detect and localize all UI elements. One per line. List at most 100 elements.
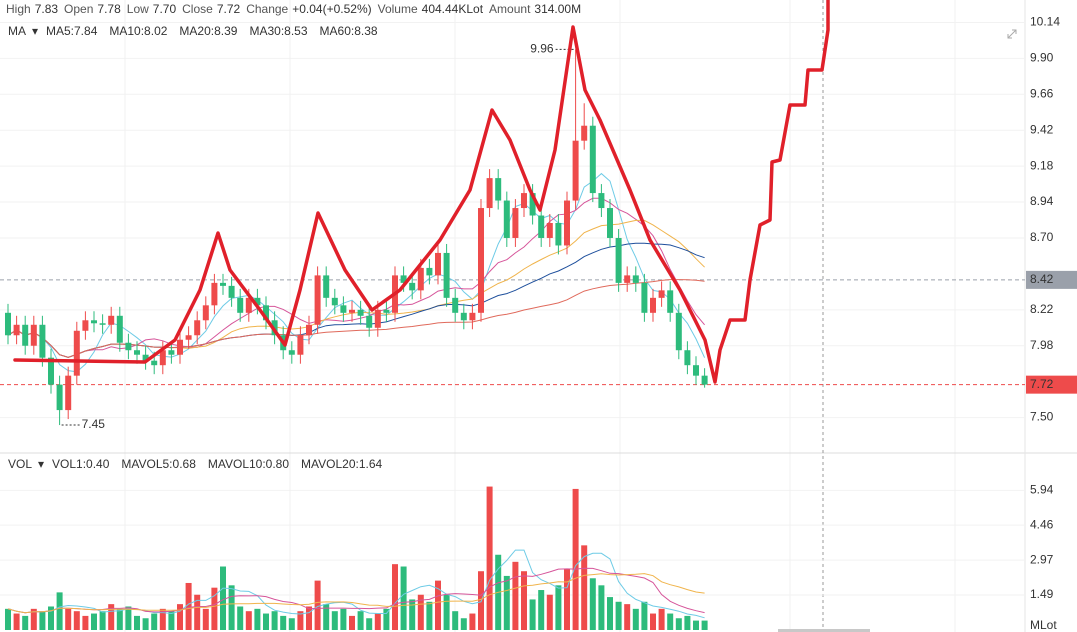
volume-bar <box>306 606 312 630</box>
candle-body <box>701 375 708 385</box>
candle-body <box>667 290 674 313</box>
expand-icon[interactable] <box>1007 29 1017 39</box>
candle-body <box>13 324 20 336</box>
annotation-label: 7.45 <box>82 417 106 431</box>
y-tick-label: 9.42 <box>1030 122 1054 136</box>
volume-bar <box>73 611 80 630</box>
candle-body <box>73 330 80 376</box>
y-tick-label: 9.90 <box>1030 51 1054 65</box>
legend-title: MA <box>8 24 26 38</box>
volume-bar <box>39 611 46 630</box>
hand-drawn-annotation <box>13 0 830 384</box>
ma-line <box>7 573 705 614</box>
candle-body <box>288 350 295 355</box>
candle-body <box>323 275 330 298</box>
candle-body <box>589 125 596 194</box>
volume-bar <box>357 611 364 630</box>
volume-bar <box>443 594 450 630</box>
ma-line <box>7 567 705 614</box>
volume-bar <box>409 599 416 630</box>
volume-bar <box>529 599 536 630</box>
candle-body <box>684 350 691 366</box>
legend-title: VOL <box>8 457 32 471</box>
annotation-label: 9.96 <box>530 42 554 56</box>
expand-glyph <box>1007 29 1017 39</box>
candle-body <box>108 315 115 325</box>
legend-item: MA5:7.84 <box>46 24 98 38</box>
volume-bar <box>538 590 545 630</box>
volume-bar <box>245 611 252 630</box>
y-tick-label: 1.49 <box>1030 587 1054 601</box>
legend-item: MA60:8.38 <box>320 24 378 38</box>
volume-bar <box>323 604 330 630</box>
candle-body <box>478 208 484 313</box>
candle-body <box>693 365 699 376</box>
volume-bar <box>314 580 321 630</box>
scrollbar[interactable] <box>778 629 870 632</box>
volume-bar <box>546 594 553 630</box>
candle-body <box>349 309 355 313</box>
candle-body <box>512 208 519 238</box>
unit-label: MLot <box>1030 618 1057 632</box>
volume-bar <box>667 613 674 630</box>
ma-line <box>7 197 705 358</box>
candle-body <box>486 178 493 209</box>
candle-body <box>469 312 476 321</box>
volume-bar <box>263 613 269 630</box>
candle-body <box>529 193 536 216</box>
candle-body <box>48 357 54 385</box>
volume-bar <box>228 585 235 630</box>
volume-bar <box>340 608 347 630</box>
volume-bar <box>168 611 175 630</box>
volume-bar <box>99 611 106 630</box>
candle-body <box>211 282 218 306</box>
volume-bar <box>564 568 570 630</box>
candle-body <box>400 275 407 283</box>
ma-line <box>7 279 705 358</box>
header-value: 7.78 <box>97 2 121 16</box>
volume-bar <box>452 611 459 630</box>
header-value: 7.83 <box>35 2 59 16</box>
volume-bar <box>56 592 63 630</box>
candle-body <box>159 350 166 366</box>
volume-bar <box>383 608 390 630</box>
candle-body <box>615 237 622 283</box>
candle-body <box>409 282 416 291</box>
volume-bar <box>297 611 304 630</box>
candle-body <box>30 324 37 346</box>
candle-body <box>228 285 235 298</box>
volume-bar <box>280 615 287 630</box>
legend-item: MAVOL5:0.68 <box>121 457 196 471</box>
candle-body <box>460 312 467 321</box>
candle-body <box>607 208 613 238</box>
volume-bar <box>624 604 631 630</box>
legend-item: MAVOL20:1.64 <box>301 457 382 471</box>
ma-line <box>7 242 705 358</box>
volume-bar <box>615 601 622 630</box>
candle-body <box>340 305 347 313</box>
volume-bar <box>237 606 244 630</box>
candle-body <box>624 275 631 283</box>
volume-bar <box>684 615 691 630</box>
volume-bar <box>91 613 97 630</box>
legend-item: MAVOL10:0.80 <box>208 457 289 471</box>
y-tick-label: 10.14 <box>1030 15 1060 29</box>
volume-bar <box>65 608 72 630</box>
candle-body <box>572 140 579 201</box>
y-tick-label: 7.50 <box>1030 410 1054 424</box>
volume-bar <box>211 587 218 630</box>
candle-body <box>263 305 269 321</box>
candle-body <box>237 297 244 313</box>
volume-bar <box>48 606 54 630</box>
header-value: 404.44KLot <box>422 2 484 16</box>
y-tick-label: 2.97 <box>1030 552 1054 566</box>
y-tick-label: 8.94 <box>1030 194 1054 208</box>
volume-bar <box>503 575 510 630</box>
header-value: +0.04(+0.52%) <box>292 2 371 16</box>
volume-bar <box>607 597 613 630</box>
volume-bar <box>658 608 665 630</box>
header-label: Low <box>127 2 149 16</box>
candle-body <box>383 309 390 313</box>
candle-body <box>56 384 63 411</box>
candle-body <box>91 320 97 324</box>
